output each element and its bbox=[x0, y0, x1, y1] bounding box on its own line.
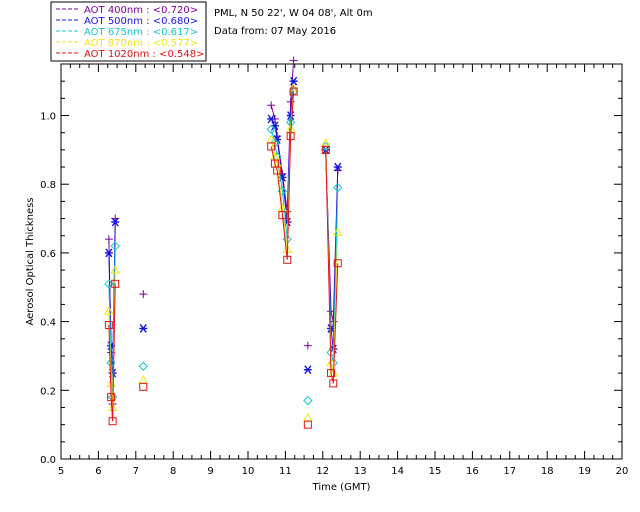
data-point-plus bbox=[303, 341, 312, 350]
data-point-asterisk bbox=[139, 324, 148, 333]
data-point-asterisk bbox=[289, 76, 298, 86]
y-tick-label: 0.6 bbox=[40, 249, 56, 260]
legend-entry: AOT 400nm : <0.720> bbox=[84, 5, 198, 16]
legend-entry: AOT 500nm : <0.680> bbox=[84, 16, 198, 27]
x-tick-label: 19 bbox=[578, 466, 591, 477]
y-tick-label: 0.2 bbox=[40, 386, 56, 397]
data-point-square bbox=[283, 255, 292, 264]
data-point-diamond bbox=[110, 241, 120, 251]
series-0 bbox=[104, 56, 342, 409]
legend-entry: AOT 1020nm : <0.548> bbox=[84, 49, 204, 60]
data-point-diamond bbox=[266, 124, 276, 134]
data-point-plus bbox=[267, 101, 276, 110]
data-point-square bbox=[303, 420, 312, 429]
data-point-square bbox=[273, 166, 282, 175]
series-4 bbox=[104, 87, 342, 429]
data-point-asterisk bbox=[104, 248, 113, 258]
data-point-triangle bbox=[138, 374, 149, 384]
x-tick-label: 13 bbox=[354, 466, 367, 477]
site-location: PML, N 50 22', W 04 08', Alt 0m bbox=[214, 8, 373, 19]
x-tick-label: 14 bbox=[391, 466, 404, 477]
data-point-plus bbox=[104, 235, 113, 244]
data-point-square bbox=[278, 211, 287, 220]
series-2 bbox=[104, 86, 343, 406]
data-point-square bbox=[139, 382, 148, 391]
data-point-square bbox=[289, 87, 298, 96]
legend-entry: AOT 870nm : <0.577> bbox=[84, 38, 198, 49]
data-point-asterisk bbox=[333, 162, 342, 172]
data-point-plus bbox=[139, 290, 148, 299]
x-tick-label: 5 bbox=[58, 466, 64, 477]
data-point-plus bbox=[289, 56, 298, 65]
data-point-triangle bbox=[332, 227, 343, 236]
data-point-square bbox=[286, 132, 295, 141]
data-point-asterisk bbox=[303, 365, 312, 375]
data-point-diamond bbox=[138, 361, 148, 371]
data-point-square bbox=[327, 369, 336, 378]
data-date: Data from: 07 May 2016 bbox=[214, 26, 336, 37]
data-point-asterisk bbox=[267, 114, 276, 124]
x-tick-label: 15 bbox=[429, 466, 442, 477]
series-line bbox=[108, 283, 116, 422]
x-tick-label: 12 bbox=[316, 466, 329, 477]
x-tick-label: 17 bbox=[503, 466, 516, 477]
y-axis-label: Aerosol Optical Thickness bbox=[25, 197, 36, 325]
x-tick-label: 11 bbox=[279, 466, 292, 477]
y-tick-label: 0.0 bbox=[40, 455, 56, 466]
x-tick-label: 8 bbox=[170, 466, 176, 477]
data-point-square bbox=[333, 259, 342, 268]
data-point-square bbox=[108, 417, 117, 426]
data-point-square bbox=[107, 393, 116, 402]
data-point-triangle bbox=[302, 412, 313, 422]
series-line bbox=[270, 91, 295, 260]
x-tick-label: 18 bbox=[541, 466, 554, 477]
y-tick-label: 0.4 bbox=[40, 318, 56, 329]
x-tick-label: 16 bbox=[466, 466, 479, 477]
series-1 bbox=[104, 76, 342, 378]
y-tick-label: 1.0 bbox=[40, 112, 56, 123]
data-point-triangle bbox=[110, 265, 121, 274]
data-point-asterisk bbox=[111, 217, 120, 227]
x-axis-label: Time (GMT) bbox=[312, 482, 371, 493]
y-tick-label: 0.8 bbox=[40, 180, 56, 191]
x-tick-label: 20 bbox=[616, 466, 629, 477]
series-layer bbox=[104, 56, 343, 429]
data-point-square bbox=[267, 142, 276, 151]
data-point-diamond bbox=[333, 182, 343, 193]
data-point-square bbox=[321, 145, 330, 154]
data-point-square bbox=[111, 279, 120, 288]
data-point-square bbox=[104, 321, 113, 330]
legend: AOT 400nm : <0.720>AOT 500nm : <0.680>AO… bbox=[50, 1, 207, 62]
series-line bbox=[325, 149, 339, 384]
x-tick-label: 10 bbox=[242, 466, 255, 477]
x-tick-label: 7 bbox=[133, 466, 139, 477]
axis-ticks: 5 6 7 8 9 10 11 12 13 14 15 16 17 18 19 20 0.0 0.2 0.4 0.6 0… bbox=[40, 63, 629, 477]
data-point-triangle bbox=[104, 306, 114, 315]
data-point-diamond bbox=[303, 395, 313, 406]
legend-entry: AOT 675nm : <0.617> bbox=[84, 27, 198, 38]
x-tick-label: 6 bbox=[95, 466, 101, 477]
data-point-square bbox=[329, 379, 338, 388]
x-tick-label: 9 bbox=[207, 466, 213, 477]
